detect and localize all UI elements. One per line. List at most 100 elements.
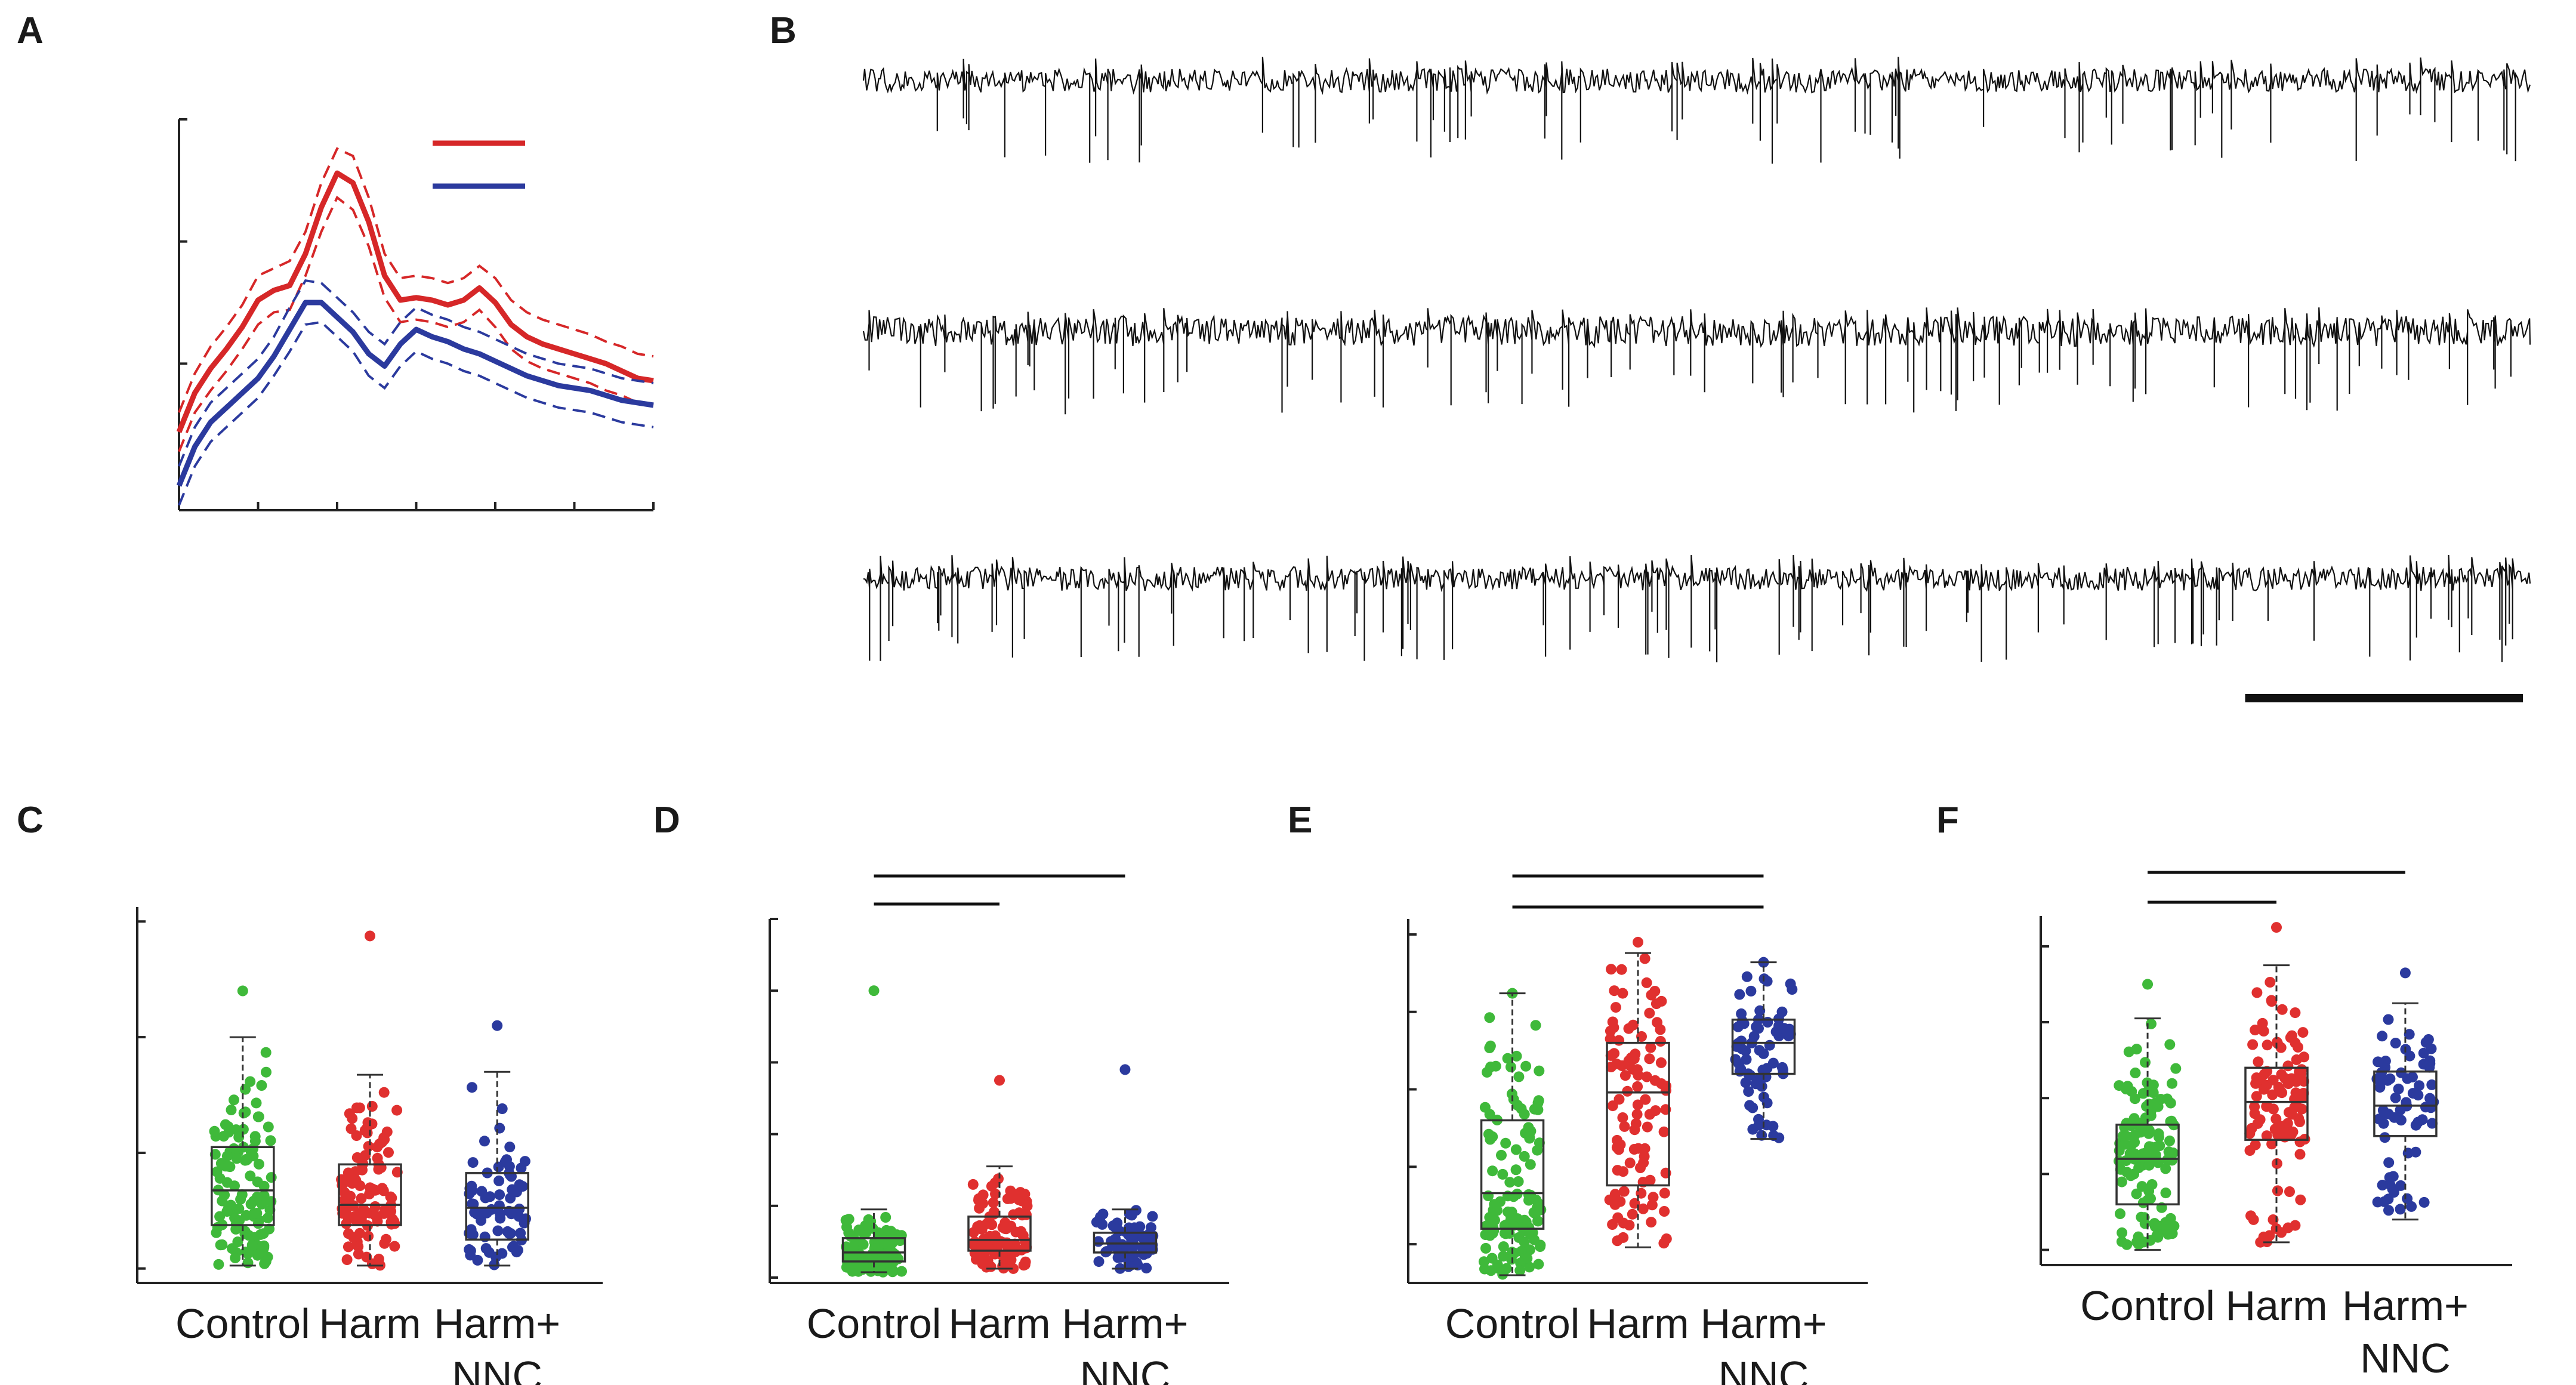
- data-point: [1655, 1057, 1667, 1068]
- iqr-box: [1606, 1041, 1670, 1187]
- data-point: [2167, 1228, 2178, 1239]
- data-point: [2374, 1082, 2386, 1093]
- data-point: [1147, 1211, 1158, 1222]
- data-point: [2170, 1063, 2182, 1074]
- data-point: [2287, 1126, 2299, 1137]
- data-point: [493, 1175, 505, 1186]
- max-point: [2271, 922, 2282, 933]
- data-point: [479, 1136, 490, 1147]
- data-point: [2286, 1030, 2297, 1041]
- data-point: [2299, 1051, 2310, 1063]
- data-point: [229, 1094, 239, 1106]
- data-point: [2377, 1031, 2388, 1042]
- data-point: [879, 1238, 890, 1250]
- data-point: [221, 1150, 233, 1162]
- data-point: [2414, 1080, 2425, 1091]
- data-point: [1606, 964, 1616, 975]
- data-point: [1639, 953, 1651, 964]
- data-point: [2393, 1083, 2404, 1094]
- panel-label-a: A: [17, 10, 44, 51]
- category-label-line: Control: [2080, 1282, 2215, 1329]
- data-point: [2294, 1116, 2305, 1127]
- data-point: [1616, 964, 1627, 975]
- data-point: [2167, 1078, 2177, 1089]
- category-label-line: Harm+: [434, 1300, 560, 1347]
- data-point: [974, 1202, 985, 1214]
- panel-d-cv: Control Harm Harm+ NNC: [769, 874, 1229, 1385]
- data-point: [492, 1225, 504, 1236]
- data-point: [1616, 1060, 1628, 1071]
- data-point: [2153, 1220, 2164, 1232]
- data-point: [1013, 1194, 1025, 1205]
- iqr-box: [1480, 1119, 1545, 1230]
- data-point: [1522, 1253, 1533, 1264]
- data-point: [2283, 1078, 2294, 1089]
- data-point: [2253, 1056, 2264, 1068]
- data-point: [2407, 1088, 2418, 1099]
- data-point: [1655, 1036, 1666, 1047]
- category-label-line: Harm: [319, 1300, 421, 1347]
- panel-e-cv2: Control Harm Harm+ NNC: [1407, 874, 1868, 1385]
- data-point: [2296, 1068, 2307, 1079]
- data-point: [2121, 1084, 2131, 1094]
- spike-trace-3: [863, 554, 2531, 662]
- data-point: [2404, 1050, 2415, 1062]
- data-point: [2124, 1148, 2136, 1159]
- data-point: [2248, 1214, 2259, 1225]
- data-point: [1656, 995, 1667, 1007]
- data-point: [1761, 1097, 1773, 1109]
- category-label: Control: [175, 1300, 310, 1347]
- data-point: [373, 1253, 384, 1264]
- category-label: Control: [1445, 1300, 1580, 1347]
- data-point: [1785, 1029, 1796, 1040]
- data-point: [1497, 1168, 1508, 1180]
- data-point: [245, 1170, 256, 1182]
- data-point: [2130, 1093, 2140, 1105]
- data-point: [2249, 1101, 2260, 1112]
- data-point: [467, 1082, 477, 1093]
- data-point: [494, 1122, 505, 1134]
- data-point: [2133, 1239, 2145, 1250]
- data-point: [1748, 1031, 1760, 1042]
- data-point: [1005, 1254, 1017, 1266]
- data-point: [232, 1217, 243, 1229]
- data-point: [1101, 1246, 1112, 1257]
- data-point: [1606, 1062, 1616, 1072]
- data-point: [2290, 1220, 2301, 1231]
- data-point: [2125, 1170, 2136, 1182]
- data-point: [2131, 1188, 2142, 1199]
- data-point: [391, 1105, 403, 1116]
- data-point: [217, 1239, 228, 1250]
- data-point: [2139, 1218, 2151, 1229]
- data-point: [2395, 1105, 2406, 1115]
- data-point: [230, 1253, 241, 1263]
- iqr-box: [2244, 1066, 2309, 1141]
- data-point: [2266, 1139, 2278, 1150]
- data-point: [1534, 1065, 1545, 1076]
- data-point: [968, 1239, 979, 1250]
- data-point: [993, 1239, 1004, 1251]
- category-label-line: Control: [175, 1300, 310, 1347]
- data-point: [261, 1066, 272, 1078]
- data-point: [1767, 1057, 1779, 1069]
- data-point: [1624, 1220, 1635, 1231]
- data-point: [1754, 1005, 1766, 1016]
- data-point: [1130, 1205, 1142, 1216]
- data-point: [967, 1179, 979, 1190]
- data-point: [881, 1224, 892, 1236]
- data-point: [353, 1241, 364, 1252]
- category-label: Harm: [1587, 1300, 1689, 1347]
- data-point: [1646, 989, 1657, 1001]
- data-point: [1734, 989, 1745, 1000]
- category-label-line: Harm: [2225, 1282, 2327, 1329]
- data-point: [1498, 1251, 1509, 1262]
- data-point: [2121, 1118, 2132, 1129]
- data-point: [237, 1124, 249, 1135]
- series-line-0: [176, 170, 654, 433]
- panel-label-b: B: [770, 10, 797, 51]
- data-point: [1484, 1012, 1495, 1023]
- data-point: [1652, 1017, 1662, 1028]
- data-point: [1758, 1048, 1769, 1059]
- data-point: [842, 1253, 853, 1264]
- data-point: [1747, 1124, 1759, 1135]
